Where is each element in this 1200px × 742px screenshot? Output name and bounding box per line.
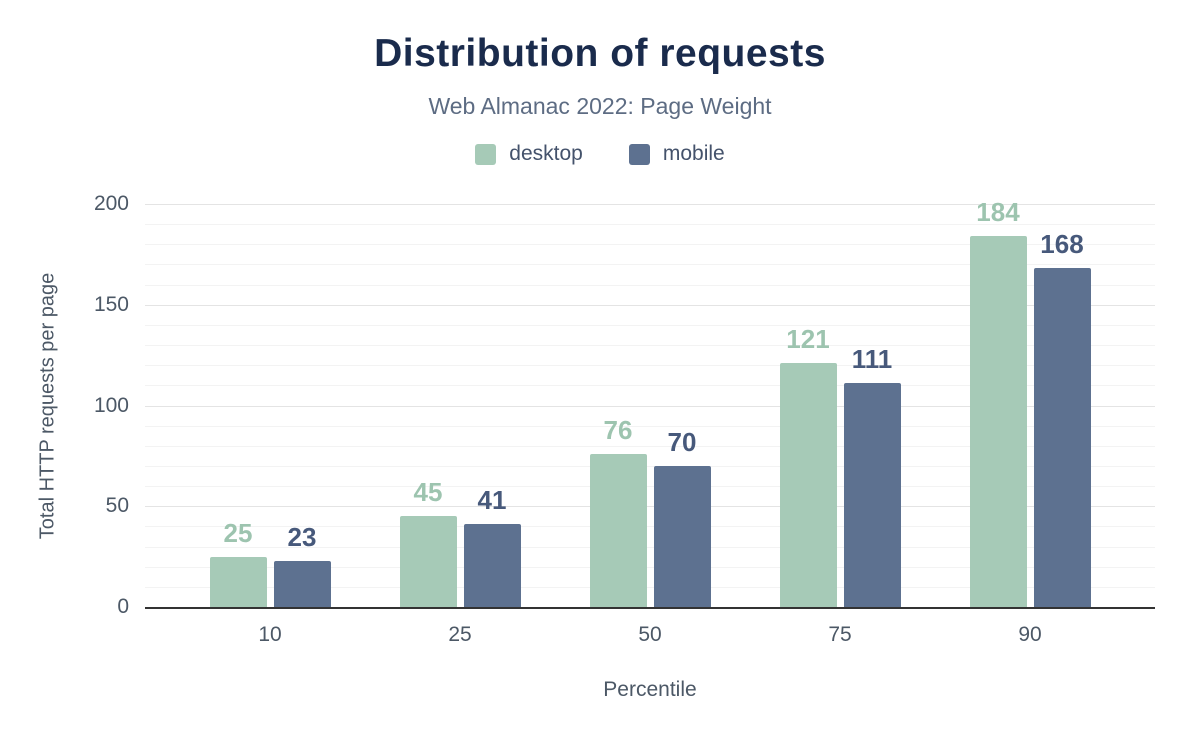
legend-item-mobile[interactable]: mobile: [628, 142, 725, 166]
bar-desktop: [589, 453, 647, 607]
major-gridline: [145, 506, 1155, 508]
x-axis-tick-label: 25: [448, 623, 472, 646]
minor-gridline: [145, 586, 1155, 588]
x-axis-title: Percentile: [603, 678, 697, 701]
bar-value-label-desktop: 45: [413, 477, 443, 508]
bar-value-label-mobile: 41: [477, 485, 507, 516]
bar-mobile: [273, 560, 331, 607]
legend-item-desktop[interactable]: desktop: [475, 142, 583, 166]
major-gridline: [145, 405, 1155, 407]
minor-gridline: [145, 224, 1155, 226]
legend-swatch-desktop: [475, 143, 497, 165]
y-axis-tick-label: 50: [105, 494, 129, 518]
minor-gridline: [145, 244, 1155, 246]
bar-value-label-mobile: 168: [1040, 229, 1084, 260]
legend: desktop mobile: [0, 142, 1200, 166]
minor-gridline: [145, 445, 1155, 447]
bar-value-label-desktop: 184: [976, 197, 1020, 228]
chart-subtitle: Web Almanac 2022: Page Weight: [428, 93, 772, 119]
bar-desktop: [779, 363, 837, 607]
bar-value-label-desktop: 76: [603, 414, 633, 445]
chart-title: Distribution of requests: [374, 32, 826, 75]
x-axis-tick-label: 75: [828, 623, 852, 646]
minor-gridline: [145, 365, 1155, 367]
x-axis-tick-label: 90: [1018, 623, 1042, 646]
minor-gridline: [145, 465, 1155, 467]
minor-gridline: [145, 566, 1155, 568]
major-gridline: [145, 304, 1155, 306]
minor-gridline: [145, 324, 1155, 326]
y-axis-tick-label: 200: [93, 192, 129, 215]
bar-desktop: [399, 516, 457, 607]
bar-desktop: [969, 236, 1027, 607]
minor-gridline: [145, 526, 1155, 528]
bar-desktop: [209, 556, 267, 607]
bar-value-label-mobile: 111: [851, 344, 893, 375]
y-axis-tick-label: 0: [117, 595, 129, 618]
minor-gridline: [145, 425, 1155, 427]
major-gridline: [145, 204, 1155, 205]
bar-value-label-desktop: 25: [223, 517, 253, 548]
minor-gridline: [145, 345, 1155, 347]
minor-gridline: [145, 284, 1155, 286]
minor-gridline: [145, 385, 1155, 387]
bar-mobile: [1033, 268, 1091, 607]
legend-label-mobile: mobile: [662, 142, 725, 165]
minor-gridline: [145, 264, 1155, 266]
y-axis-tick-label: 100: [93, 393, 129, 417]
bar-mobile: [653, 465, 711, 607]
y-axis-title: Total HTTP requests per page: [36, 272, 59, 540]
bar-value-label-mobile: 70: [667, 426, 697, 457]
bar-mobile: [463, 524, 521, 607]
x-axis-tick-label: 50: [638, 623, 662, 646]
legend-label-desktop: desktop: [509, 142, 583, 165]
x-axis-tick-label: 10: [258, 623, 282, 646]
legend-swatch-mobile: [628, 143, 650, 165]
bar-value-label-desktop: 121: [786, 324, 830, 355]
minor-gridline: [145, 486, 1155, 488]
bar-mobile: [843, 383, 901, 607]
x-axis-line: [145, 607, 1155, 609]
y-axis-tick-label: 150: [93, 292, 129, 316]
minor-gridline: [145, 546, 1155, 548]
bar-value-label-mobile: 23: [287, 521, 317, 552]
